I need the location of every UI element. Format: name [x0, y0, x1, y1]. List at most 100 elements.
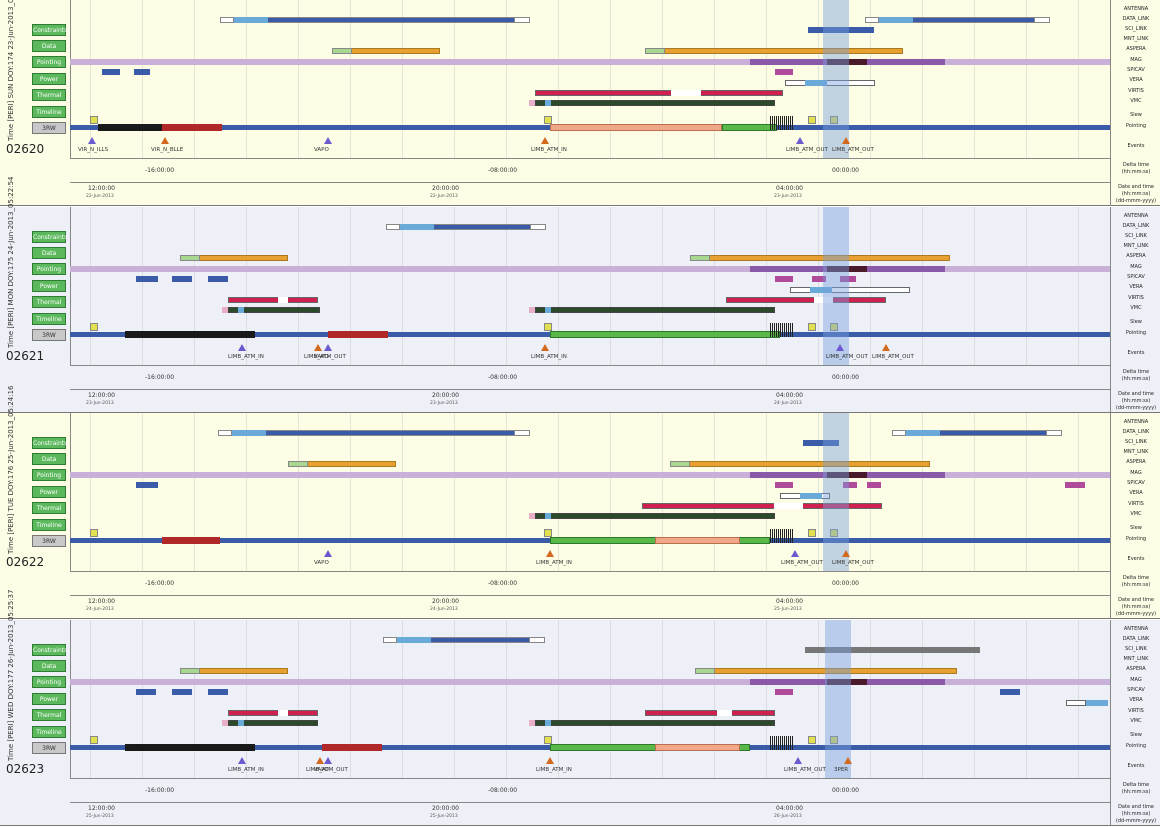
slew-tick [782, 736, 783, 750]
power-button[interactable]: Power [32, 693, 66, 705]
timeline-area[interactable]: LIMB_ATM_IN LIMB_ATM_OUT VAPO LIMB_ATM_IN LI… [70, 207, 1110, 365]
pointing-button[interactable]: Pointing [32, 56, 66, 68]
periapsis-highlight [823, 207, 849, 365]
date-tick-date: 25-Jun-2013 [86, 814, 114, 819]
timeline-panel-02623: Time [PERI] WED DOY:177 26-Jun-2013_05:2… [0, 590, 1160, 826]
vmc-mark [545, 720, 551, 726]
power-button[interactable]: Power [32, 73, 66, 85]
power-button[interactable]: Power [32, 280, 66, 292]
timeline-area[interactable]: VIR_N_ILLS VIR_N_BLLE VAPO LIMB_ATM_IN LIMB_… [70, 0, 1110, 158]
data-button[interactable]: Data [32, 247, 66, 259]
virtis-bar [645, 710, 775, 716]
pointing-salmon [655, 744, 740, 751]
event-marker-icon[interactable] [314, 344, 322, 351]
event-label: LIMB_ATM_OUT [781, 560, 823, 566]
event-marker-icon[interactable] [546, 757, 554, 764]
pointing-red [328, 331, 388, 338]
timeline-panel-02620: Time [PERI] SUN DOY:174 23-Jun-2013_05:2… [0, 0, 1160, 206]
thermal-button[interactable]: Thermal [32, 296, 66, 308]
constraints-button[interactable]: Constraints [32, 437, 67, 449]
data-button[interactable]: Data [32, 660, 66, 672]
thermal-button[interactable]: Thermal [32, 89, 66, 101]
aspera-edge [180, 255, 200, 261]
row-label: SCI_LINK [1125, 646, 1147, 652]
axis-label: Delta time [1122, 575, 1150, 581]
spicav-bar [775, 69, 793, 75]
constraints-button[interactable]: Constraints [32, 644, 67, 656]
event-marker-icon[interactable] [842, 137, 850, 144]
thermal-button[interactable]: Thermal [32, 502, 66, 514]
event-marker-icon[interactable] [794, 757, 802, 764]
timeline-area[interactable]: LIMB_ATM_IN LIMB_ATM_OUT VAPO LIMB_ATM_IN LI… [70, 620, 1110, 778]
data-button[interactable]: Data [32, 453, 66, 465]
timeline-button[interactable]: Timeline [32, 313, 66, 325]
row-labels: ANTENNA DATA_LINK SCI_LINK MNT_LINK ASPERA MA… [1110, 0, 1160, 206]
power-button[interactable]: Power [32, 486, 66, 498]
slew-marker [90, 116, 98, 124]
event-marker-icon[interactable] [842, 550, 850, 557]
event-marker-icon[interactable] [796, 137, 804, 144]
spicav-bar [775, 276, 793, 282]
axis-label: Delta time [1122, 369, 1150, 375]
aspera-edge [288, 461, 308, 467]
pointing-button[interactable]: Pointing [32, 469, 66, 481]
grid-line [1078, 207, 1079, 365]
constraints-button[interactable]: Constraints [32, 24, 67, 36]
axis-label: (hh:mm:ss) [1121, 811, 1151, 817]
event-marker-icon[interactable] [161, 137, 169, 144]
grid-line [818, 0, 819, 158]
srw-button[interactable]: 3RW [32, 122, 66, 134]
srw-button[interactable]: 3RW [32, 535, 66, 547]
event-marker-icon[interactable] [324, 344, 332, 351]
timeline-button[interactable]: Timeline [32, 726, 66, 738]
pointing-button[interactable]: Pointing [32, 676, 66, 688]
event-marker-icon[interactable] [238, 344, 246, 351]
event-marker-icon[interactable] [882, 344, 890, 351]
event-marker-icon[interactable] [836, 344, 844, 351]
timeline-area[interactable]: VAPO LIMB_ATM_IN LIMB_ATM_OUT LIMB_ATM_OUT [70, 413, 1110, 571]
axis-label: (hh:mm:ss) [1121, 376, 1151, 382]
vmc-mark [238, 720, 244, 726]
slew-tick [780, 323, 781, 337]
event-marker-icon[interactable] [546, 550, 554, 557]
event-marker-icon[interactable] [88, 137, 96, 144]
constraints-button[interactable]: Constraints [32, 231, 67, 243]
antenna-edge [514, 17, 530, 23]
event-label: LIMB_ATM_OUT [304, 354, 346, 360]
grid-line [714, 413, 715, 571]
event-marker-icon[interactable] [791, 550, 799, 557]
event-marker-icon[interactable] [541, 344, 549, 351]
event-marker-icon[interactable] [541, 137, 549, 144]
row-label: Pointing [1125, 330, 1147, 336]
row-label: Slew [1130, 319, 1142, 325]
timeline-button[interactable]: Timeline [32, 519, 66, 531]
date-tick-date: 24-Jun-2013 [774, 401, 802, 406]
vmc-mark [238, 307, 244, 313]
thermal-button[interactable]: Thermal [32, 709, 66, 721]
data-button[interactable]: Data [32, 40, 66, 52]
grid-line [662, 0, 663, 158]
slew-marker [830, 323, 838, 331]
slew-tick [778, 529, 779, 543]
event-label: LIMB_ATM_OUT [872, 354, 914, 360]
event-marker-icon[interactable] [324, 137, 332, 144]
event-marker-icon[interactable] [324, 550, 332, 557]
srw-button[interactable]: 3RW [32, 329, 66, 341]
event-label: VAPO [314, 147, 329, 153]
srw-button[interactable]: 3RW [32, 742, 66, 754]
row-label: DATA_LINK [1122, 223, 1150, 229]
pointing-salmon [655, 537, 740, 544]
date-tick-date: 25-Jun-2013 [430, 814, 458, 819]
slew-marker [808, 116, 816, 124]
pointing-button[interactable]: Pointing [32, 263, 66, 275]
row-label: ANTENNA [1123, 626, 1149, 632]
delta-time-axis: -16:00:00 -08:00:00 00:00:00 [70, 571, 1110, 596]
event-marker-icon[interactable] [324, 757, 332, 764]
timeline-button[interactable]: Timeline [32, 106, 66, 118]
event-marker-icon[interactable] [316, 757, 324, 764]
grid-line [454, 207, 455, 365]
event-marker-icon[interactable] [844, 757, 852, 764]
event-label: LIMB_ATM_IN [531, 147, 567, 153]
event-marker-icon[interactable] [238, 757, 246, 764]
slew-marker [808, 323, 816, 331]
